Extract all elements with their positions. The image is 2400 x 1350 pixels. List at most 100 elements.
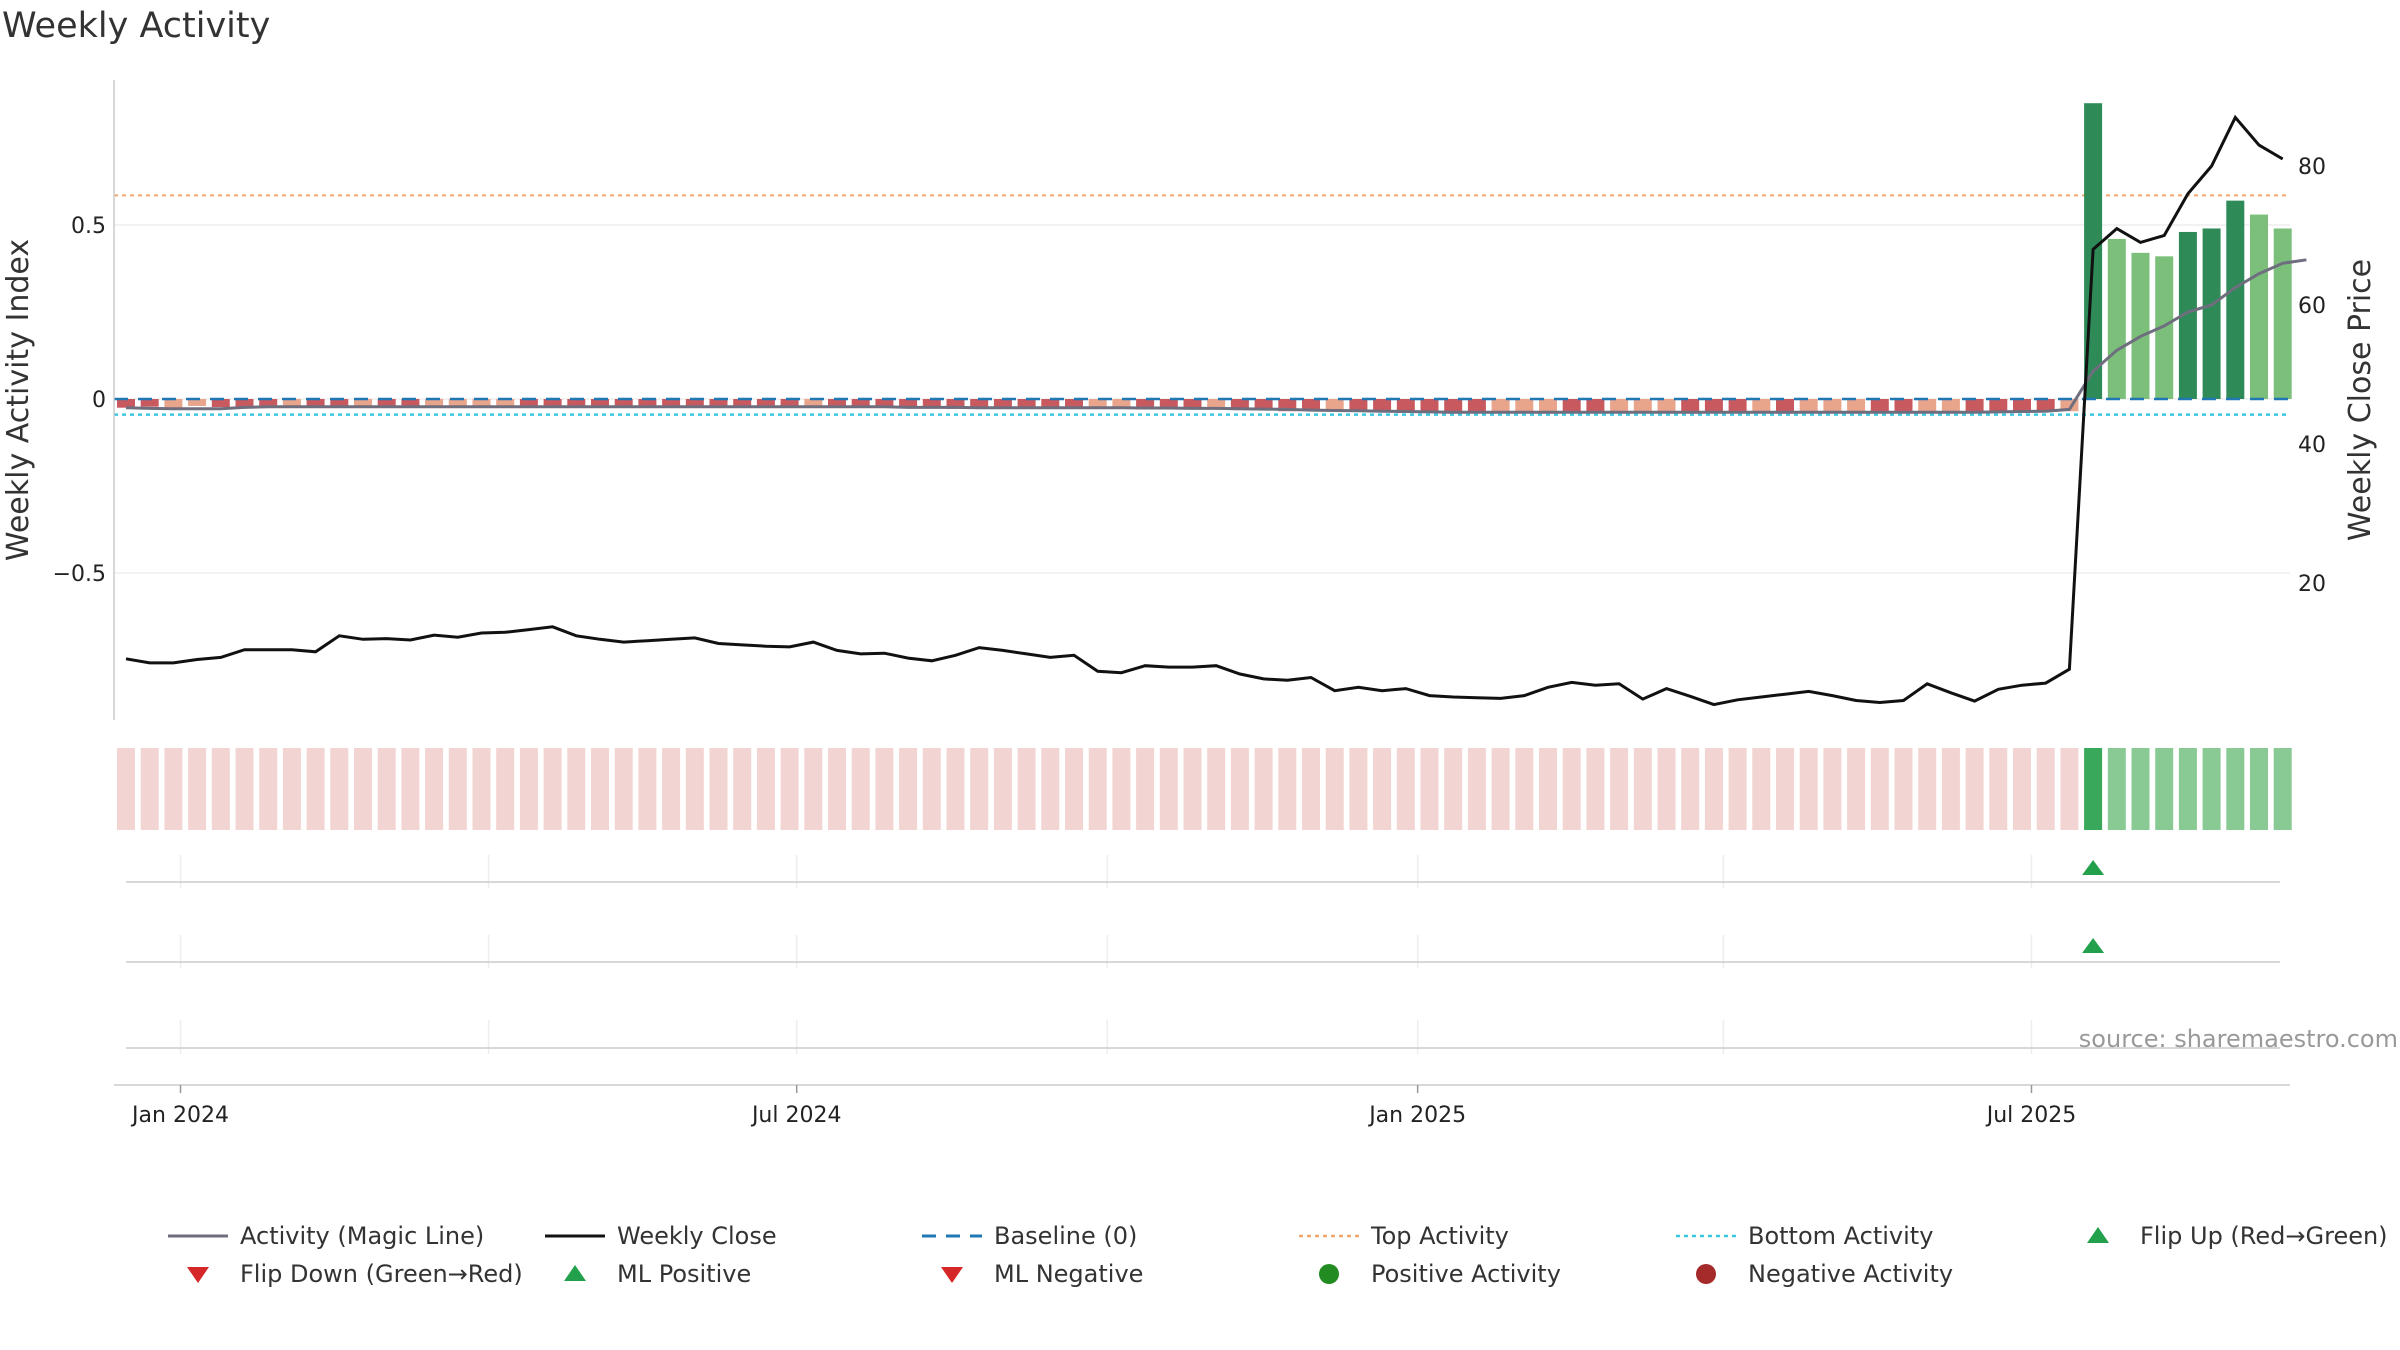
legend-item: Flip Down (Green→Red) (187, 1260, 523, 1288)
legend-item: Flip Up (Red→Green) (2087, 1222, 2388, 1250)
activity-bar (2013, 399, 2031, 413)
legend-key (2087, 1227, 2109, 1243)
regime-cell (472, 748, 491, 830)
regime-cell (1610, 748, 1629, 830)
regime-cell (567, 748, 586, 830)
regime-cell (1325, 748, 1344, 830)
legend-label: Weekly Close (617, 1222, 777, 1250)
regime-cell (1989, 748, 2008, 830)
regime-cell (1728, 748, 1747, 830)
y2-tick-label: 40 (2298, 433, 2326, 458)
activity-bar (354, 399, 372, 408)
regime-cell (591, 748, 609, 830)
activity-bar (117, 399, 135, 408)
regime-cell (496, 748, 515, 830)
regime-cell (354, 748, 372, 830)
activity-bar (306, 399, 325, 408)
activity-bar (1112, 399, 1131, 408)
regime-cell (448, 748, 467, 830)
activity-bar (401, 399, 420, 408)
activity-bar (1302, 399, 1320, 411)
x-tick-label: Jan 2024 (130, 1103, 229, 1128)
activity-bar (1467, 399, 1486, 413)
activity-bar (519, 399, 538, 407)
regime-cell (1681, 748, 1700, 830)
activity-bar (1681, 399, 1700, 414)
regime-cell (1302, 748, 1320, 830)
activity-bar (733, 399, 752, 407)
activity-bar (591, 399, 609, 408)
activity-bar (282, 399, 301, 408)
regime-cell (164, 748, 183, 830)
magic-line (125, 258, 2307, 414)
activity-bar (1562, 399, 1581, 413)
regime-cell (235, 748, 254, 830)
activity-bar (1017, 399, 1036, 409)
regime-cell (1136, 748, 1155, 830)
regime-cell (1230, 748, 1249, 830)
activity-bar (1491, 399, 1510, 413)
regime-cell (1894, 748, 1913, 830)
regime-cell (1159, 748, 1178, 830)
regime-cell (259, 748, 278, 830)
regime-cell (1065, 748, 1083, 830)
activity-bar (1633, 399, 1652, 413)
activity-bar (709, 399, 728, 406)
activity-bar (946, 399, 965, 409)
legend-item: Top Activity (1299, 1222, 1509, 1250)
regime-cell (1349, 748, 1368, 830)
legend-key (1319, 1264, 1339, 1284)
legend-item: Weekly Close (545, 1222, 777, 1250)
activity-bar (685, 399, 704, 408)
regime-cell (1965, 748, 1984, 830)
regime-cell (140, 748, 159, 830)
weekly-close-line (125, 114, 2284, 707)
activity-bar (970, 399, 989, 408)
activity-bar (496, 399, 515, 406)
activity-bar (1918, 399, 1937, 413)
activity-bar (2107, 238, 2126, 399)
regime-cell (780, 748, 799, 830)
activity-bar (1870, 399, 1889, 413)
activity-bar (1444, 399, 1463, 414)
regime-cell (685, 748, 704, 830)
activity-bar (377, 399, 396, 407)
regime-cell (117, 748, 135, 830)
x-tick-label: Jan 2025 (1367, 1103, 1466, 1128)
legend-key (1696, 1264, 1716, 1284)
legend-label: Negative Activity (1748, 1260, 1953, 1288)
activity-bar (1207, 399, 1226, 410)
activity-bar (851, 399, 870, 406)
regime-cell (1918, 748, 1937, 830)
activity-bar (1657, 399, 1676, 413)
regime-cell (993, 748, 1012, 830)
activity-bar (1610, 399, 1629, 413)
activity-bar (1728, 399, 1747, 413)
activity-bar (1136, 399, 1155, 410)
chart-title: Weekly Activity (2, 6, 270, 46)
x-tick-label: Jul 2025 (1985, 1103, 2077, 1128)
legend: Activity (Magic Line) Weekly Close Baselin… (168, 1222, 2388, 1288)
regime-cell (1752, 748, 1771, 830)
regime-cell (2107, 748, 2126, 830)
regime-cell (1183, 748, 1202, 830)
activity-bar (1941, 399, 1960, 413)
regime-cell (1870, 748, 1889, 830)
activity-bar (756, 399, 775, 408)
regime-cell (1041, 748, 1060, 830)
activity-bar (448, 399, 467, 407)
regime-cell (1657, 748, 1676, 830)
regime-cell (282, 748, 301, 830)
regime-cell (1704, 748, 1723, 830)
activity-bar (1230, 399, 1249, 411)
activity-bar (2178, 231, 2197, 399)
y-tick-label: 0 (92, 388, 106, 413)
regime-cell (377, 748, 396, 830)
regime-cell (1586, 748, 1605, 830)
legend-item: Activity (Magic Line) (168, 1222, 484, 1250)
regime-cell (1941, 748, 1960, 830)
regime-cell (1823, 748, 1842, 830)
activity-bar (2202, 228, 2221, 399)
regime-cell (2226, 748, 2245, 830)
